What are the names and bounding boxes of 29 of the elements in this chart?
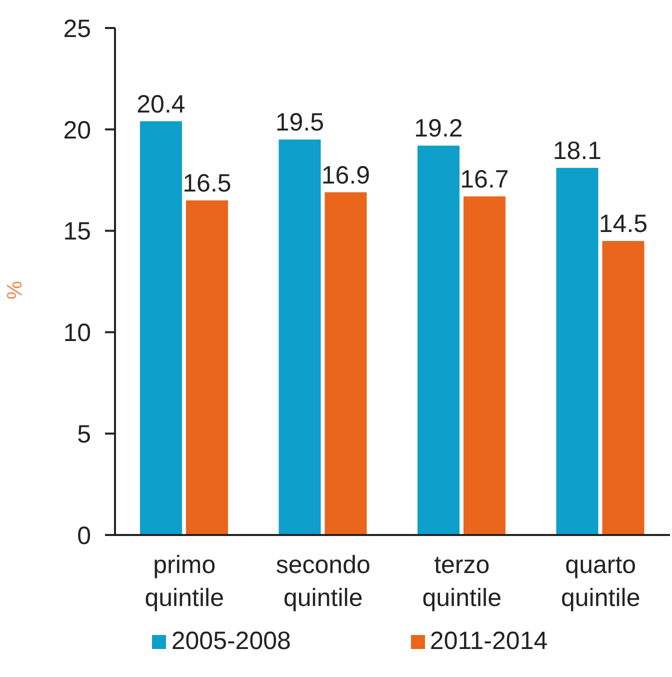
y-tick-label: 5 — [77, 420, 91, 448]
bar — [186, 200, 228, 535]
bar — [556, 168, 598, 535]
data-label: 20.4 — [136, 90, 186, 118]
data-label: 16.5 — [182, 169, 232, 198]
data-label: 14.5 — [598, 210, 648, 238]
y-tick-label: 25 — [63, 14, 91, 43]
data-label: 16.9 — [321, 161, 370, 190]
y-tick-label: 20 — [63, 116, 91, 144]
bar — [140, 121, 182, 535]
bar — [418, 146, 460, 535]
y-tick-label: 0 — [77, 522, 91, 550]
x-tick-label: secondo quintile — [276, 550, 370, 612]
x-tick-label: terzo quintile — [422, 550, 502, 612]
y-tick-label: 15 — [63, 218, 91, 246]
bar — [278, 140, 321, 535]
legend-label: 2011-2014 — [430, 627, 548, 656]
data-label: 19.5 — [275, 108, 324, 137]
data-label: 16.7 — [460, 165, 509, 194]
y-axis-title: % — [3, 280, 26, 300]
bar — [464, 196, 506, 535]
x-tick-label: quarto quintile — [561, 550, 640, 612]
y-tick-label: 10 — [63, 319, 91, 348]
data-label: 19.2 — [414, 114, 463, 143]
x-tick-label: primo quintile — [144, 550, 224, 612]
legend-label: 2005-2008 — [171, 627, 291, 656]
bar — [324, 192, 367, 535]
bar — [602, 240, 644, 535]
data-label: 18.1 — [552, 136, 602, 165]
